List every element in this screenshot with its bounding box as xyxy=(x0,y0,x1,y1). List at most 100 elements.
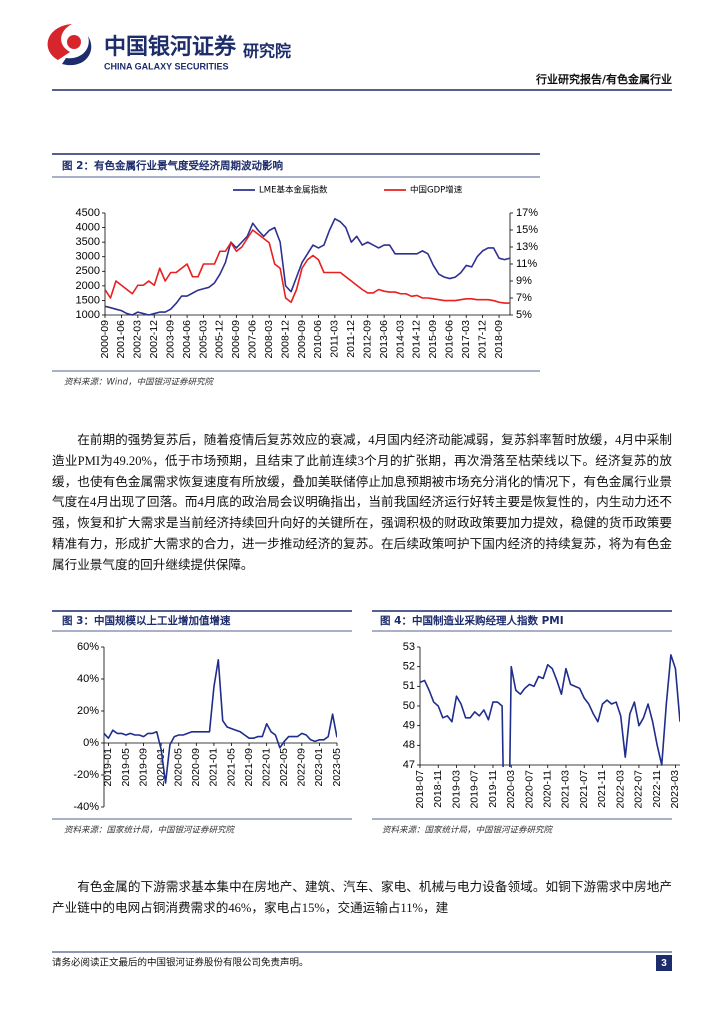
data-line xyxy=(104,659,337,784)
paragraph: 有色金属的下游需求基本集中在房地产、建筑、汽车、家电、机械与电力设备领域。如铜下… xyxy=(52,880,672,915)
x-tick-label: 2021-01 xyxy=(208,748,220,787)
y-tick-label: 3000 xyxy=(76,251,100,263)
x-tick-label: 2002-12 xyxy=(148,320,160,359)
x-tick-label: 2021-03 xyxy=(560,770,572,809)
x-tick-label: 2022-01 xyxy=(260,748,272,787)
y-tick-label: 51 xyxy=(403,680,415,692)
x-tick-label: 2023-01 xyxy=(313,748,325,787)
legend-label: 中国GDP增速 xyxy=(410,185,463,196)
x-tick-label: 2003-09 xyxy=(164,320,176,359)
y-tick-label: 50 xyxy=(403,700,415,712)
y2-tick-label: 15% xyxy=(516,224,538,236)
x-tick-label: 2020-05 xyxy=(173,748,185,787)
x-tick-label: 2020-11 xyxy=(542,770,554,808)
x-tick-label: 2020-09 xyxy=(190,748,202,787)
footer-disclaimer: 请务必阅读正文最后的中国银河证券股份有限公司免责声明。 xyxy=(52,957,309,969)
x-tick-label: 2006-09 xyxy=(230,320,242,359)
x-tick-label: 2001-06 xyxy=(115,320,127,359)
x-tick-label: 2020-01 xyxy=(155,748,167,787)
x-tick-label: 2000-09 xyxy=(99,320,111,359)
x-tick-label: 2011-03 xyxy=(329,320,341,358)
y-tick-label: 0% xyxy=(83,737,99,749)
data-line xyxy=(105,218,510,316)
x-tick-label: 2018-09 xyxy=(493,320,505,359)
x-tick-label: 2014-12 xyxy=(411,320,423,359)
y2-tick-label: 11% xyxy=(516,258,537,270)
x-tick-label: 2010-06 xyxy=(312,320,324,359)
y-tick-label: 47 xyxy=(403,759,415,771)
figure-title: 图 4：中国制造业采购经理人指数 PMI xyxy=(380,614,564,627)
y-tick-label: 40% xyxy=(77,673,99,685)
y-tick-label: -40% xyxy=(73,801,99,813)
x-tick-label: 2002-03 xyxy=(132,320,144,359)
data-line xyxy=(105,229,510,304)
x-tick-label: 2018-07 xyxy=(414,770,426,809)
logo xyxy=(47,24,92,66)
x-tick-label: 2013-06 xyxy=(378,320,390,359)
x-tick-label: 2019-03 xyxy=(450,770,462,809)
y-tick-label: 1500 xyxy=(76,294,100,306)
data-line xyxy=(420,654,680,767)
figure-source: 资料来源：国家统计局，中国银河证券研究院 xyxy=(64,825,236,836)
x-tick-label: 2016-06 xyxy=(444,320,456,359)
x-tick-label: 2014-03 xyxy=(394,320,406,359)
y2-tick-label: 7% xyxy=(516,292,532,304)
x-tick-label: 2019-11 xyxy=(487,770,499,808)
x-tick-label: 2021-11 xyxy=(596,770,608,808)
x-tick-label: 2011-12 xyxy=(345,320,357,358)
y-tick-label: 49 xyxy=(403,720,415,732)
x-tick-label: 2020-03 xyxy=(505,770,517,809)
y-tick-label: 1000 xyxy=(76,309,100,321)
report-type: 行业研究报告/有色金属行业 xyxy=(535,72,672,86)
y-tick-label: 48 xyxy=(403,739,415,751)
y-tick-label: 4500 xyxy=(76,207,100,219)
y2-tick-label: 9% xyxy=(516,275,532,287)
x-tick-label: 2004-06 xyxy=(181,320,193,359)
y2-tick-label: 13% xyxy=(516,241,538,253)
x-tick-label: 2019-05 xyxy=(120,748,132,787)
y-tick-label: 4000 xyxy=(76,221,100,233)
institute: 研究院 xyxy=(243,42,291,61)
x-tick-label: 2019-09 xyxy=(137,748,149,787)
x-tick-label: 2022-07 xyxy=(633,770,645,809)
x-tick-label: 2023-03 xyxy=(669,770,681,809)
figure-title: 图 2：有色金属行业景气度受经济周期波动影响 xyxy=(62,159,283,172)
x-tick-label: 2015-09 xyxy=(427,320,439,359)
figure-source: 资料来源：Wind，中国银河证券研究院 xyxy=(64,377,215,388)
x-tick-label: 2022-11 xyxy=(651,770,663,808)
x-tick-label: 2008-12 xyxy=(279,320,291,359)
paragraph: 在前期的强势复苏后，随着疫情后复苏效应的衰减，4月国内经济动能减弱，复苏斜率暂时… xyxy=(52,433,672,572)
figure-title: 图 3：中国规模以上工业增加值增速 xyxy=(62,614,231,627)
x-tick-label: 2020-07 xyxy=(523,770,535,809)
page-number: 3 xyxy=(661,958,667,969)
y-tick-label: 20% xyxy=(77,705,99,717)
x-tick-label: 2005-12 xyxy=(214,320,226,359)
x-tick-label: 2019-01 xyxy=(102,748,114,787)
y-tick-label: 60% xyxy=(77,641,99,653)
y-tick-label: 2000 xyxy=(76,280,100,292)
legend-label: LME基本金属指数 xyxy=(259,185,328,196)
x-tick-label: 2005-03 xyxy=(197,320,209,359)
x-tick-label: 2009-09 xyxy=(296,320,308,359)
x-tick-label: 2019-07 xyxy=(469,770,481,809)
x-tick-label: 2012-09 xyxy=(361,320,373,359)
y-tick-label: -20% xyxy=(73,769,99,781)
x-tick-label: 2022-03 xyxy=(614,770,626,809)
y2-tick-label: 5% xyxy=(516,309,532,321)
page-number-box xyxy=(656,955,672,971)
x-tick-label: 2021-07 xyxy=(578,770,590,809)
company-name-en: CHINA GALAXY SECURITIES xyxy=(104,61,229,71)
company-name: 中国银河证券 xyxy=(104,34,237,60)
y-tick-label: 3500 xyxy=(76,236,100,248)
x-tick-label: 2021-09 xyxy=(243,748,255,787)
y-tick-label: 52 xyxy=(403,661,415,673)
figure-source: 资料来源：国家统计局，中国银河证券研究院 xyxy=(382,825,554,836)
x-tick-label: 2007-06 xyxy=(247,320,259,359)
x-tick-label: 2021-05 xyxy=(225,748,237,787)
x-tick-label: 2017-12 xyxy=(476,320,488,359)
y2-tick-label: 17% xyxy=(516,207,538,219)
x-tick-label: 2022-09 xyxy=(296,748,308,787)
x-tick-label: 2022-05 xyxy=(278,748,290,787)
x-tick-label: 2018-11 xyxy=(432,770,444,808)
